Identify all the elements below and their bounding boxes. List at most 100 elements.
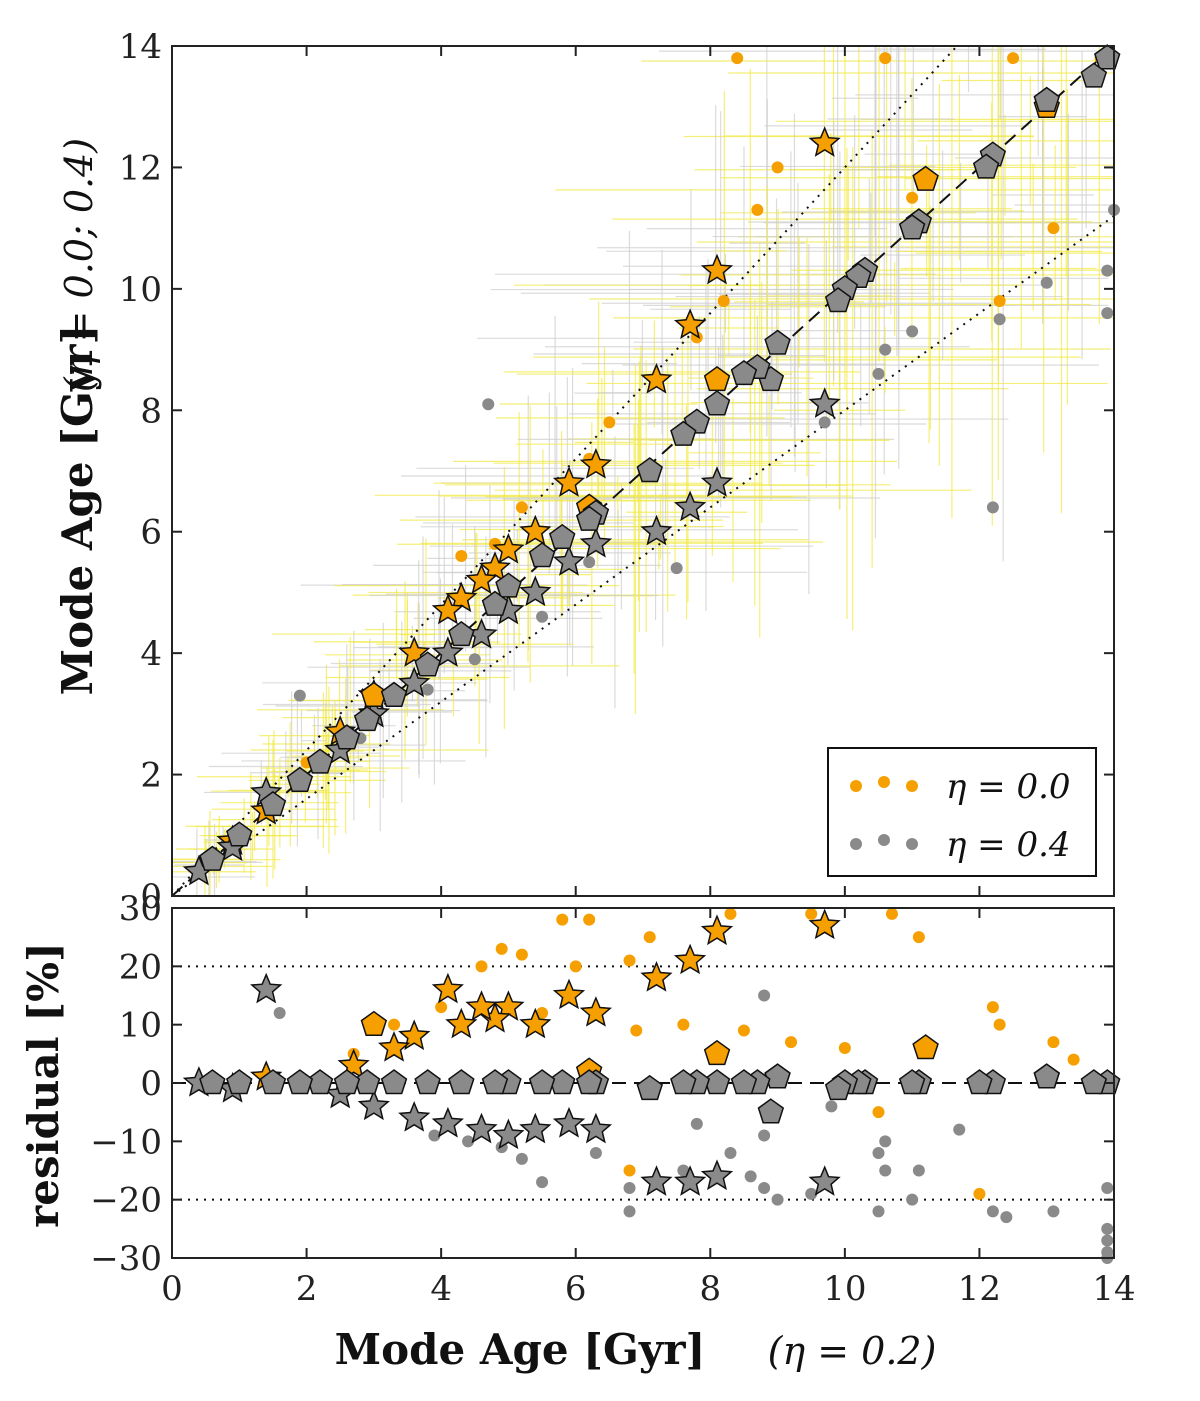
y-axis-label: Mode Age [Gyr]: [53, 325, 102, 696]
dot-marker: [690, 1117, 703, 1130]
dot-marker: [906, 1193, 919, 1206]
dot-marker: [1101, 1182, 1114, 1194]
dot-marker: [583, 913, 596, 926]
pentagon-marker: [1094, 44, 1121, 70]
dot-marker: [818, 416, 831, 429]
star-marker: [519, 1112, 552, 1144]
residual-axis-label: residual [%]: [19, 942, 68, 1228]
dot-marker: [1067, 1053, 1080, 1066]
data-points: [182, 907, 1121, 1264]
star-marker: [640, 1165, 673, 1196]
dot-marker: [906, 191, 919, 204]
pentagon-marker: [670, 420, 697, 446]
dot-marker: [771, 1193, 784, 1206]
dot-marker: [953, 1123, 966, 1136]
pentagon-marker: [333, 724, 361, 750]
dot-marker: [724, 1147, 737, 1159]
legend-marker: [906, 838, 918, 850]
star-marker: [519, 575, 552, 607]
x-tick-label: 4: [430, 1269, 452, 1309]
dot-marker: [731, 52, 744, 65]
star-marker: [673, 490, 707, 522]
pentagon-marker: [528, 1069, 556, 1095]
pentagon-marker: [199, 1069, 226, 1095]
pentagon-marker: [824, 1074, 852, 1101]
pentagon-marker: [481, 1069, 509, 1095]
pentagon-marker: [286, 1069, 314, 1095]
star-marker: [431, 972, 464, 1004]
dot-marker: [677, 1164, 690, 1177]
dot-marker: [758, 1129, 771, 1142]
pentagon-marker: [360, 1010, 388, 1036]
dot-marker: [1101, 1222, 1114, 1235]
pentagon-marker: [259, 790, 287, 817]
x-tick-label: 0: [161, 1269, 183, 1309]
dot-marker: [455, 550, 468, 562]
star-marker: [445, 1007, 478, 1039]
dot-marker: [906, 325, 919, 338]
pentagon-marker: [448, 1069, 475, 1095]
pentagon-marker: [380, 1069, 408, 1095]
dot-marker: [785, 1036, 798, 1049]
star-marker: [465, 563, 498, 594]
x-tick-label: 6: [565, 1269, 587, 1309]
star-marker: [673, 943, 707, 975]
dot-marker: [475, 960, 488, 973]
dot-marker: [986, 1205, 999, 1218]
dot-marker: [536, 610, 549, 623]
dot-marker: [912, 1164, 925, 1177]
pentagon-marker: [333, 1069, 361, 1095]
star-marker: [700, 466, 734, 497]
dot-marker: [293, 689, 306, 702]
pentagon-marker: [912, 1034, 939, 1060]
pentagon-marker: [575, 505, 603, 531]
y-axis-ticks: 0 2 4 6 8 10 12 14: [119, 27, 1115, 917]
star-marker: [492, 532, 525, 564]
star-marker: [640, 961, 673, 992]
dot-marker: [724, 907, 737, 920]
dot-marker: [1040, 276, 1053, 289]
x-tick-label: 12: [958, 1269, 1001, 1309]
star-marker: [492, 1118, 525, 1150]
y-tick-label: 0: [140, 1064, 162, 1104]
star-marker: [808, 387, 841, 418]
dot-marker: [515, 1152, 528, 1165]
pentagon-marker: [670, 1069, 697, 1095]
dot-marker: [536, 1007, 549, 1019]
pentagon-marker: [306, 748, 334, 774]
star-marker: [519, 514, 552, 546]
dot-marker: [623, 1164, 636, 1177]
star-marker: [431, 636, 464, 667]
y-tick-label: 2: [140, 756, 162, 796]
dot-marker: [993, 295, 1006, 307]
dot-marker: [623, 954, 636, 967]
legend-marker: [878, 834, 890, 846]
legend-label: η = 0.0: [946, 767, 1071, 807]
pentagon-marker: [448, 620, 475, 647]
star-marker: [700, 253, 734, 285]
star-marker: [640, 362, 673, 394]
ratio-line: [171, 215, 1115, 897]
dot-marker: [515, 501, 528, 514]
error-bars: [172, 46, 1114, 896]
dot-marker: [825, 1100, 838, 1113]
dot-marker: [1000, 1211, 1013, 1224]
pentagon-marker: [966, 1069, 993, 1095]
legend-box: [827, 747, 1097, 877]
dot-marker: [670, 562, 683, 575]
dot-marker: [1047, 222, 1060, 235]
pentagon-marker: [481, 590, 509, 616]
star-marker: [552, 545, 586, 576]
dot-marker: [536, 1176, 549, 1189]
pentagon-marker: [898, 1069, 926, 1095]
pentagon-marker: [226, 821, 253, 847]
y-tick-label: −10: [90, 1122, 162, 1162]
dot-marker: [771, 161, 784, 174]
dot-marker: [805, 907, 818, 920]
star-marker: [552, 978, 586, 1010]
star-marker: [377, 1031, 411, 1062]
dot-marker: [1047, 1036, 1060, 1049]
pentagon-marker: [703, 390, 731, 416]
star-marker: [579, 1112, 613, 1144]
star-marker: [431, 593, 464, 625]
